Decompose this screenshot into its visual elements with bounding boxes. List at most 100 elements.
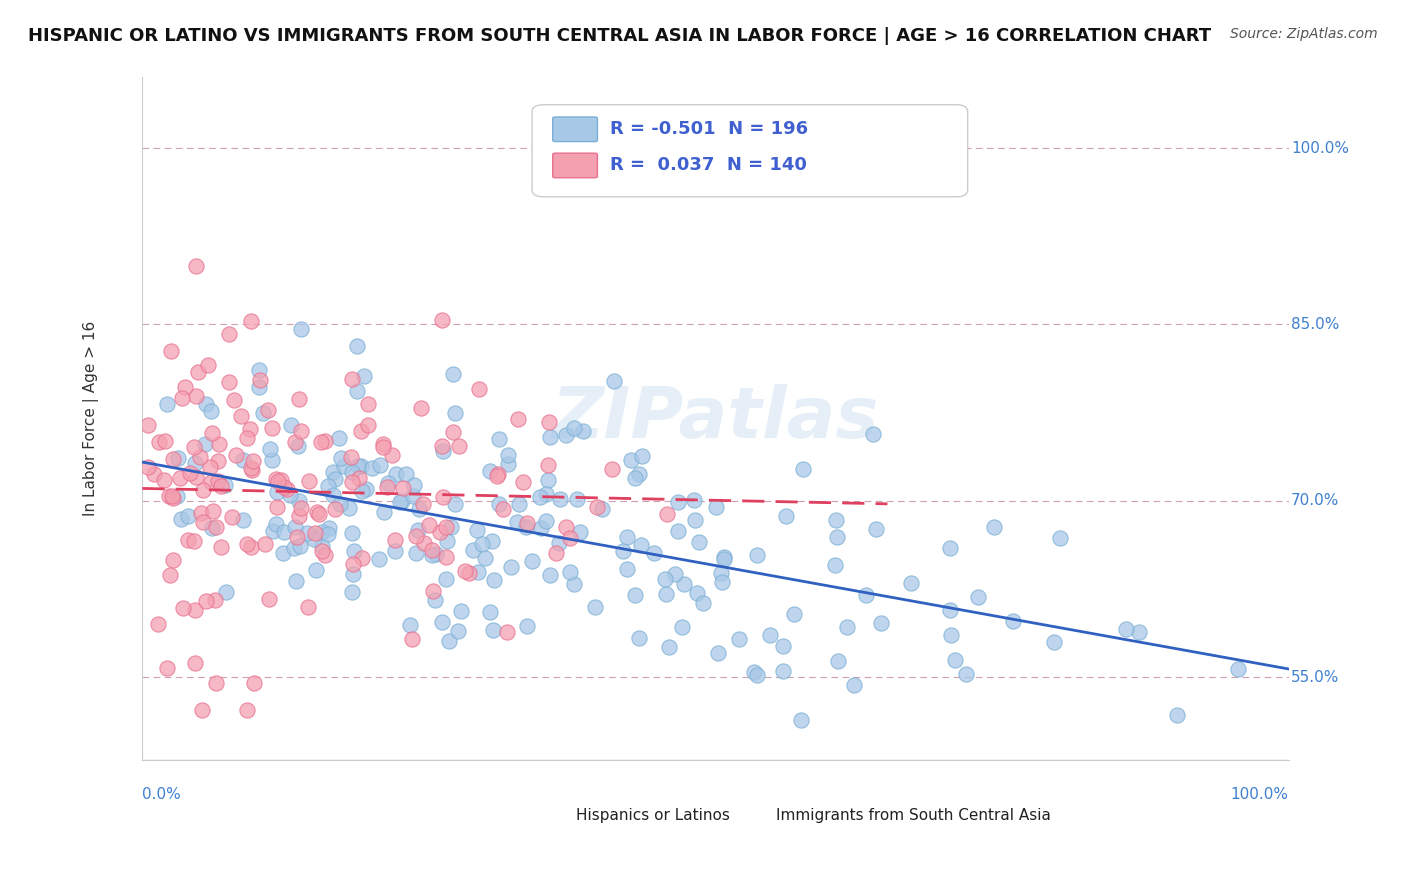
Point <box>240 541 263 555</box>
Point <box>257 591 280 606</box>
Point <box>304 526 326 541</box>
Point <box>287 439 309 453</box>
Point <box>630 538 652 552</box>
Point <box>538 567 561 582</box>
Point <box>221 509 243 524</box>
Point <box>713 552 735 566</box>
Point <box>208 436 231 450</box>
Point <box>562 577 585 591</box>
Point <box>297 599 319 614</box>
Point <box>983 520 1005 534</box>
Point <box>447 439 470 453</box>
Point <box>328 431 350 445</box>
Point <box>186 470 208 484</box>
Text: R =  0.037  N = 140: R = 0.037 N = 140 <box>610 156 807 175</box>
Text: Source: ZipAtlas.com: Source: ZipAtlas.com <box>1230 27 1378 41</box>
Point <box>136 417 159 432</box>
Point <box>943 653 966 667</box>
Point <box>586 500 609 514</box>
Text: 0.0%: 0.0% <box>142 787 181 802</box>
Point <box>709 566 731 580</box>
Point <box>512 475 534 489</box>
Point <box>692 596 714 610</box>
Point <box>530 521 553 535</box>
Point <box>458 566 481 580</box>
Point <box>242 454 264 468</box>
Point <box>200 404 222 418</box>
Point <box>266 472 288 486</box>
Point <box>235 703 257 717</box>
Point <box>395 467 418 482</box>
Point <box>280 418 302 433</box>
Point <box>631 449 654 463</box>
Point <box>162 491 184 505</box>
Point <box>486 469 509 483</box>
Point <box>430 438 453 452</box>
Point <box>156 661 179 675</box>
Point <box>285 574 308 588</box>
Point <box>186 259 208 273</box>
Point <box>432 313 454 327</box>
Point <box>290 322 312 336</box>
Point <box>200 475 222 489</box>
Point <box>496 448 519 462</box>
Point <box>260 453 283 467</box>
Text: 55.0%: 55.0% <box>1291 670 1340 685</box>
Point <box>412 497 434 511</box>
Point <box>1115 622 1137 636</box>
Text: HISPANIC OR LATINO VS IMMIGRANTS FROM SOUTH CENTRAL ASIA IN LABOR FORCE | AGE > : HISPANIC OR LATINO VS IMMIGRANTS FROM SO… <box>28 27 1211 45</box>
Point <box>152 473 174 487</box>
Point <box>384 533 406 547</box>
Point <box>444 497 467 511</box>
Point <box>565 491 588 506</box>
Point <box>600 461 623 475</box>
Point <box>399 618 422 632</box>
Point <box>612 544 634 558</box>
Point <box>170 512 193 526</box>
Point <box>225 448 247 462</box>
Point <box>537 458 560 473</box>
Point <box>231 409 253 424</box>
Point <box>569 525 592 540</box>
Point <box>447 624 470 638</box>
Point <box>322 487 344 501</box>
Point <box>314 548 336 562</box>
Point <box>166 451 188 466</box>
Point <box>554 520 576 534</box>
Point <box>825 513 848 527</box>
Text: 70.0%: 70.0% <box>1291 493 1340 508</box>
Point <box>256 402 278 417</box>
Point <box>529 490 551 504</box>
Point <box>827 654 849 668</box>
Point <box>624 588 647 602</box>
Point <box>205 676 228 690</box>
Point <box>429 525 451 540</box>
Point <box>172 601 194 615</box>
Point <box>354 483 377 497</box>
Point <box>266 484 288 499</box>
Point <box>285 530 308 544</box>
Point <box>298 474 321 488</box>
Point <box>375 480 398 494</box>
Point <box>288 540 311 554</box>
Point <box>184 456 207 470</box>
Point <box>259 442 281 456</box>
Point <box>758 627 780 641</box>
Point <box>287 392 309 406</box>
Point <box>353 369 375 384</box>
Point <box>827 530 849 544</box>
Point <box>342 567 364 582</box>
Point <box>616 562 638 576</box>
Point <box>249 380 271 394</box>
Point <box>232 513 254 527</box>
Point <box>422 548 444 562</box>
Point <box>242 676 264 690</box>
Point <box>240 463 263 477</box>
Point <box>156 397 179 411</box>
Point <box>148 435 170 450</box>
Point <box>347 470 370 484</box>
Text: In Labor Force | Age > 16: In Labor Force | Age > 16 <box>83 321 98 516</box>
Point <box>471 536 494 550</box>
Point <box>534 486 557 500</box>
Point <box>273 525 295 540</box>
